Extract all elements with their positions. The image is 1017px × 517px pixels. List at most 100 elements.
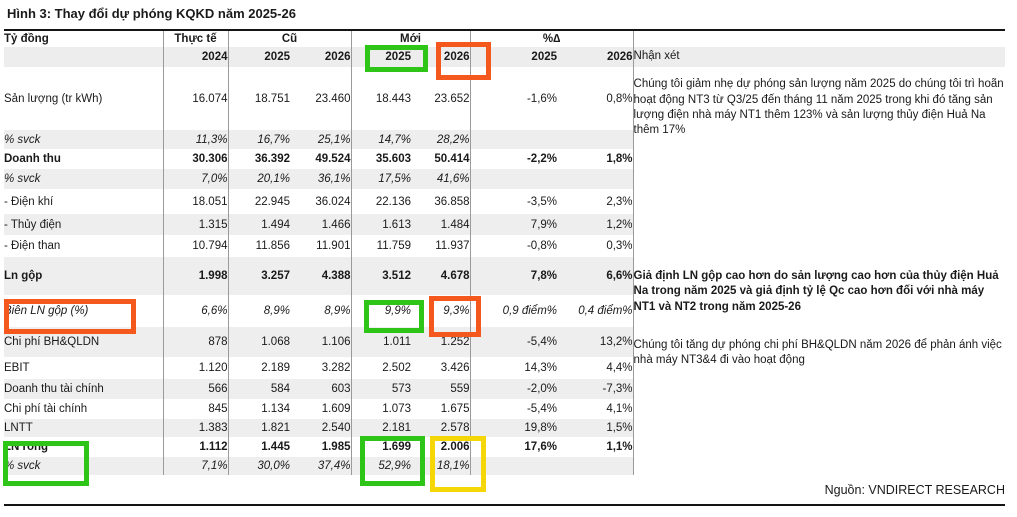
row-label: LN ròng: [4, 437, 164, 457]
cell-value: 1.466: [290, 214, 352, 235]
cell-value: 2.502: [382, 362, 411, 374]
cell-value: 14,3%: [524, 362, 558, 374]
cell-value: 11.937: [411, 235, 471, 257]
cell-value: 1.821: [228, 419, 290, 437]
cell-value: 1.484: [411, 214, 471, 235]
cell-value: 1.073: [382, 403, 411, 415]
cell-value: 30.306: [163, 149, 229, 169]
year-header-actual-2024: 2024: [163, 47, 229, 67]
cell-value: 1.998: [163, 257, 229, 295]
comment-cell: Giả định LN gộp cao hơn do sản lượng cao…: [633, 257, 1006, 327]
cell-value: 3.426: [411, 357, 471, 379]
year-header-delta-2026: 2026: [557, 47, 634, 67]
source-credit: Nguồn: VNDIRECT RESEARCH: [824, 483, 1005, 497]
cell-value: 7,8%: [470, 257, 558, 295]
cell-value: 52,9%: [351, 457, 411, 475]
cell-value: -2,0%: [470, 379, 558, 399]
cell-value: 2.006: [411, 437, 471, 457]
cell-value: 7,9%: [470, 214, 558, 235]
col-header-new: Mới: [351, 30, 471, 47]
cell-value: 1.068: [228, 327, 290, 357]
cell-value: 1,1%: [557, 437, 634, 457]
cell-value: 0,8%: [557, 67, 634, 130]
figure-title: Hình 3: Thay đổi dự phóng KQKD năm 2025-…: [7, 6, 296, 21]
table-row: LNTT 1.383 1.821 2.540 2.181 2.578 19,8% 1,5%: [4, 419, 1006, 437]
row-label: Biên LN gộp (%): [4, 295, 164, 327]
cell-value: 36.392: [254, 153, 290, 165]
cell-value: 4.678: [411, 257, 471, 295]
year-header-delta-2025: 2025: [470, 47, 558, 67]
cell-value: 18.751: [254, 92, 290, 105]
table-row: % svck 7,0% 20,1% 36,1% 17,5% 41,6%: [4, 169, 1006, 189]
cell-value: 2,3%: [557, 189, 634, 214]
table-row: Sản lượng (tr kWh) 16.074 18.751 23.460 18.4…: [4, 67, 1005, 136]
empty-comment-cell: [633, 419, 1006, 437]
cell-value: 36,1%: [290, 169, 352, 189]
cell-value: 1.609: [290, 399, 352, 419]
cell-value: 11.856: [255, 240, 290, 252]
cell-value: 17,5%: [351, 169, 411, 189]
comment-cell: Chúng tôi giảm nhẹ dự phóng sản lượng nă…: [633, 78, 1004, 137]
cell-value: -0,8%: [526, 240, 558, 252]
table-row: - Thủy điện 1.315 1.494 1.466 1.613 1.484 7,9%…: [4, 214, 1006, 235]
cell-value: [470, 130, 558, 149]
cell-value: 16.074: [163, 67, 229, 130]
cell-value: 2.189: [261, 362, 290, 374]
cell-value: 19,8%: [470, 419, 558, 437]
cell-value: 4.388: [290, 257, 352, 295]
cell-value: 1,2%: [557, 214, 634, 235]
cell-value: 20,1%: [228, 169, 290, 189]
cell-value: 16,7%: [228, 130, 290, 149]
cell-value: 603: [290, 379, 352, 399]
cell-value: 1.613: [351, 214, 411, 235]
row-label: Sản lượng (tr kWh): [4, 67, 164, 130]
empty-comment-cell: [633, 235, 1005, 257]
cell-value: 25,1%: [290, 130, 352, 149]
table-header-years: 2024 2025 2026 2025 2026 2025 2026 Nhận …: [4, 47, 1006, 67]
year-header-new-2026: 2026: [411, 47, 471, 67]
cell-value: 11.901: [290, 235, 352, 257]
cell-value: 1.120: [163, 357, 229, 379]
cell-value: 559: [411, 379, 471, 399]
cell-value: 1.383: [163, 419, 229, 437]
empty-comment-cell: [633, 437, 1005, 457]
cell-value: 18.443: [375, 92, 411, 105]
cell-value: 1.011: [351, 327, 411, 357]
cell-value: 18.051: [163, 189, 229, 214]
cell-value: 23.460: [290, 67, 352, 130]
cell-value: 35.603: [375, 153, 411, 165]
table-row: Ln gộp 1.998 3.257 4.388 3.512 4.678 7,8% 6,6% G…: [4, 257, 1006, 327]
cell-value: 6,6%: [557, 257, 634, 295]
cell-value: 1.675: [411, 399, 471, 419]
table-row: % svck 7,1% 30,0% 37,4% 52,9% 18,1%: [4, 457, 1006, 475]
cell-value: 23.652: [411, 67, 471, 130]
cell-value: 13,2%: [557, 327, 634, 357]
cell-value: 11,3%: [163, 130, 229, 149]
cell-value: 2.181: [351, 419, 411, 437]
cell-value: 49.524: [290, 149, 352, 169]
col-header-old: Cũ: [228, 30, 352, 47]
cell-value: 22.136: [375, 195, 411, 208]
row-label: Doanh thu tài chính: [4, 379, 164, 399]
cell-value: 7,1%: [163, 457, 229, 475]
cell-value: 8,9%: [290, 295, 352, 327]
cell-value: 584: [228, 379, 290, 399]
cell-value: -3,5%: [526, 195, 558, 208]
cell-value: 6,6%: [163, 295, 229, 327]
cell-value: [557, 457, 634, 475]
cell-value: 9,9%: [384, 305, 411, 317]
row-label: - Điện than: [4, 235, 164, 257]
cell-value: 1.134: [261, 403, 290, 415]
cell-value: 1,8%: [557, 149, 634, 169]
cell-value: 3.257: [228, 257, 290, 295]
cell-value: [470, 457, 558, 475]
cell-value: 1.106: [290, 327, 352, 357]
row-label: % svck: [4, 169, 164, 189]
cell-value: -2,2%: [526, 153, 558, 165]
cell-value: 10.794: [163, 235, 229, 257]
cell-value: 566: [163, 379, 229, 399]
cell-value: 2.540: [290, 419, 352, 437]
cell-value: 50.414: [411, 149, 471, 169]
cell-value: 30,0%: [228, 457, 290, 475]
